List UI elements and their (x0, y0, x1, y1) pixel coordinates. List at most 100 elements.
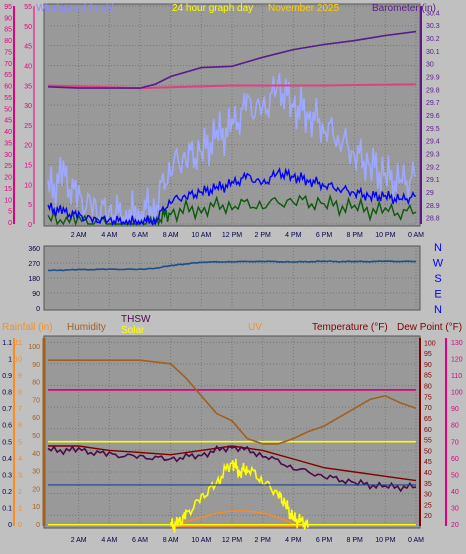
uv-tick: 1 (18, 505, 22, 512)
barometer-tick: 29.8 (426, 87, 440, 94)
wind-left-tick: 45 (4, 118, 12, 125)
direction-left-tick: 270 (28, 261, 40, 268)
wind-mid-tick: 45 (24, 44, 32, 51)
temp-x-axis: 2 AM 4 AM 6 AM 8 AM 10 AM 12 PM 2 PM 4 PM 6 PM 8 … (71, 537, 424, 544)
wind-mid-tick: 25 (24, 123, 32, 130)
compass-tick: S (434, 273, 441, 285)
temp-x-tick: 10 PM (375, 537, 395, 544)
humidity-line (48, 359, 417, 445)
temp-x-tick: 10 AM (191, 537, 211, 544)
wind-x-axis: 2 AM 4 AM 6 AM 8 AM 10 AM 12 PM 2 PM 4 PM 6 PM 8 … (71, 232, 424, 239)
wind-mid-tick: 20 (24, 143, 32, 150)
compass-tick: E (434, 289, 441, 301)
temperature-tick: 70 (424, 405, 432, 412)
direction-panel-series (47, 260, 417, 272)
rainfall-tick: 0.2 (2, 489, 12, 496)
barometer-red-line (47, 83, 417, 90)
wind-left-tick: 35 (4, 140, 12, 147)
barometer-tick: 29.7 (426, 100, 440, 107)
rainfall-tick: 0 (8, 522, 12, 529)
wind-left-tick: 55 (4, 95, 12, 102)
direction-panel-grid (48, 248, 417, 308)
temp-x-tick: 2 AM (71, 537, 87, 544)
wind-left-tick: 80 (4, 38, 12, 45)
temperature-tick: 55 (424, 438, 432, 445)
rainfall-tick: 0.8 (2, 390, 12, 397)
uv-tick: 7 (18, 406, 22, 413)
dew-point-tick: 70 (451, 439, 459, 446)
uv-tick: 0 (18, 522, 22, 529)
barometer-tick: 29.2 (426, 164, 440, 171)
uv-tick: 10 (14, 357, 22, 364)
wind-left-tick: 5 (8, 209, 12, 216)
uv-tick: 2 (18, 489, 22, 496)
temp-x-tick: 0 AM (408, 537, 424, 544)
direction-left-tick: 90 (32, 291, 40, 298)
wind-left-tick: 50 (4, 106, 12, 113)
humidity-tick: 10 (32, 504, 40, 511)
barometer-axis: 28.8 28.9 29 29.1 29.2 29.3 29.4 29.5 29.6 29.7 29… (420, 6, 440, 224)
temperature-line (48, 445, 417, 482)
temp-panel-series (47, 359, 417, 533)
compass-tick: N (434, 304, 442, 316)
wind-left-tick: 10 (4, 197, 12, 204)
wind-avg-line (47, 167, 417, 227)
rainfall-tick: 0.1 (2, 505, 12, 512)
wind-left-tick: 70 (4, 61, 12, 68)
wind-x-tick: 8 AM (163, 232, 179, 239)
barometer-tick: 28.9 (426, 203, 440, 210)
humidity-tick: 20 (32, 486, 40, 493)
dew-point-tick: 100 (451, 390, 463, 397)
wind-x-tick: 2 AM (71, 232, 87, 239)
wind-x-tick: 4 AM (101, 232, 117, 239)
direction-left-tick: 180 (28, 276, 40, 283)
barometer-tick: 30.4 (426, 10, 440, 17)
graph-label: 24 hour graph day (172, 3, 253, 14)
wind-gust-line (47, 72, 417, 225)
temperature-tick: 65 (424, 416, 432, 423)
wind-mid-axis: 0 5 10 15 20 25 30 35 40 45 50 55 (24, 4, 35, 229)
temperature-tick: 30 (424, 492, 432, 499)
dew-point-tick: 130 (451, 340, 463, 347)
barometer-tick: 29.1 (426, 177, 440, 184)
humidity-label: Humidity (67, 322, 106, 333)
dew-point-tick: 110 (451, 373, 462, 380)
thsw-line (47, 445, 417, 493)
temp-x-tick: 2 PM (254, 537, 271, 544)
rainfall-label: Rainfall (in) (2, 322, 53, 333)
temperature-tick: 25 (424, 502, 432, 509)
temp-x-tick: 4 PM (285, 537, 302, 544)
humidity-tick: 70 (32, 397, 40, 404)
humidity-tick: 100 (28, 344, 40, 351)
rainfall-tick: 0.9 (2, 373, 12, 380)
solar-label: Solar (121, 325, 145, 336)
humidity-tick: 50 (32, 433, 40, 440)
uv-tick: 4 (18, 456, 22, 463)
wind-mid-tick: 55 (24, 4, 32, 11)
barometer-label: Barometer (in) (372, 3, 436, 14)
rainfall-tick: 0.6 (2, 423, 12, 430)
direction-left-tick: 360 (28, 246, 40, 253)
wind-mid-tick: 40 (24, 63, 32, 70)
humidity-tick: 60 (32, 415, 40, 422)
uv-tick: 11 (15, 340, 22, 347)
humidity-tick: 90 (32, 362, 40, 369)
temp-panel-grid (48, 338, 417, 526)
date-label: November 2025 (268, 3, 340, 14)
barometer-tick: 29 (426, 190, 434, 197)
windspeed-label: Windspeed (mph) (36, 3, 115, 14)
barometer-tick: 30 (426, 62, 434, 69)
humidity-tick: 30 (32, 469, 40, 476)
direction-left-axis: 0 90 180 270 360 (28, 246, 40, 313)
wind-mid-tick: 30 (24, 103, 32, 110)
uv-tick: 3 (18, 472, 22, 479)
humidity-tick: 0 (36, 522, 40, 529)
humidity-tick: 80 (32, 380, 40, 387)
temp-x-tick: 8 AM (163, 537, 179, 544)
temp-x-tick: 6 PM (316, 537, 333, 544)
temperature-label: Temperature (°F) (312, 322, 388, 333)
dew-point-tick: 40 (451, 489, 459, 496)
wind-left-tick: 60 (4, 84, 12, 91)
compass-tick: N (434, 242, 442, 254)
